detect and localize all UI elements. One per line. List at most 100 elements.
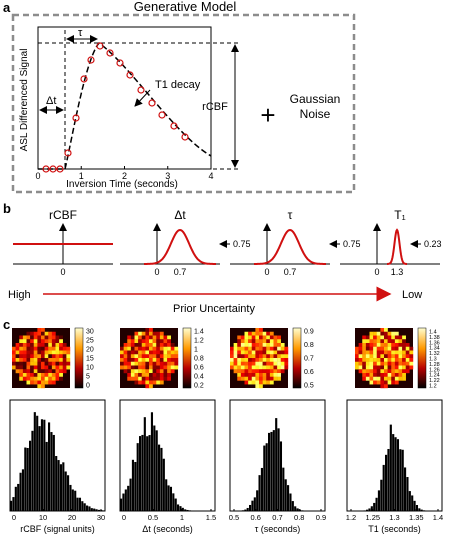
map-voxel	[22, 369, 27, 374]
map-voxel	[156, 376, 161, 381]
signal-curve	[38, 41, 212, 170]
map-voxel	[387, 376, 392, 381]
histogram-bar	[256, 490, 259, 511]
map-voxel	[391, 358, 396, 362]
map-voxel	[266, 365, 271, 370]
map-voxel	[44, 331, 49, 336]
map-voxel	[167, 358, 171, 362]
map-voxel	[230, 361, 234, 366]
map-voxel	[130, 354, 135, 359]
histogram-bar	[366, 509, 369, 511]
map-voxel	[384, 354, 388, 359]
map-voxel	[233, 354, 238, 359]
map-voxel	[394, 331, 399, 336]
map-voxel	[37, 335, 42, 340]
map-voxel	[145, 346, 150, 351]
map-voxel	[19, 373, 24, 377]
map-voxel	[376, 343, 381, 347]
map-voxel	[380, 365, 385, 370]
histogram-bar	[33, 412, 36, 511]
map-voxel	[134, 380, 139, 385]
map-voxel	[30, 361, 34, 366]
map-voxel	[159, 343, 164, 347]
map-voxel	[237, 361, 242, 366]
histogram-bar	[124, 489, 127, 511]
map-voxel	[156, 354, 161, 359]
colorbar-tick-label: 0.4	[194, 374, 204, 381]
map-voxel	[163, 350, 168, 355]
map-voxel	[398, 361, 403, 366]
map-voxel	[394, 346, 399, 351]
map-voxel	[365, 354, 370, 359]
map-voxel	[134, 373, 139, 377]
map-voxel	[41, 339, 45, 344]
hist-tick-label: 1.25	[365, 513, 380, 522]
map-voxel	[355, 346, 359, 351]
map-voxel	[149, 376, 153, 381]
histogram-bar	[64, 471, 67, 511]
map-voxel	[59, 343, 63, 347]
map-voxel	[255, 354, 260, 359]
map-voxel	[145, 335, 150, 340]
histogram-bar	[377, 490, 381, 511]
map-voxel	[26, 376, 31, 381]
map-voxel	[130, 376, 135, 381]
histogram-bar	[162, 458, 165, 511]
map-voxel	[12, 365, 16, 370]
map-voxel	[55, 343, 60, 347]
map-voxel	[362, 354, 367, 359]
map-voxel	[149, 361, 153, 366]
map-voxel	[248, 339, 252, 344]
map-voxel	[59, 335, 63, 340]
sample-point	[72, 114, 80, 122]
map-voxel	[156, 350, 161, 355]
map-voxel	[48, 369, 53, 374]
map-voxel	[141, 346, 146, 351]
map-voxel	[365, 365, 370, 370]
map-voxel	[262, 335, 267, 340]
map-voxel	[130, 365, 135, 370]
histogram-bar	[136, 443, 139, 511]
map-voxel	[156, 343, 161, 347]
map-voxel	[33, 358, 38, 362]
map-voxel	[19, 358, 24, 362]
map-voxel	[398, 354, 403, 359]
parameter-map-3: 0.9 0.8 0.7 0.6 0.5	[230, 327, 314, 390]
map-voxel	[163, 354, 168, 359]
histogram-bar	[406, 477, 409, 511]
histogram-bar	[102, 510, 105, 511]
map-voxel	[170, 365, 175, 370]
map-voxel	[402, 350, 406, 355]
histogram-bar	[294, 506, 297, 511]
map-voxel	[159, 346, 164, 351]
map-voxel	[134, 369, 139, 374]
map-voxel	[152, 335, 157, 340]
histogram-bar	[287, 485, 290, 511]
map-voxel	[15, 369, 20, 374]
histogram-bar	[389, 424, 392, 511]
histogram-bar	[291, 501, 294, 511]
map-voxel	[391, 380, 396, 385]
map-voxel	[26, 380, 31, 385]
map-voxel	[384, 373, 388, 377]
map-voxel	[284, 365, 289, 370]
map-voxel	[237, 335, 242, 340]
map-voxel	[163, 335, 168, 340]
map-voxel	[248, 331, 252, 336]
map-voxel	[248, 354, 252, 359]
histogram-2: 0 0.5 1 1.5 Δt (seconds)	[119, 399, 216, 534]
signal-samples	[42, 42, 189, 173]
map-voxel	[48, 365, 53, 370]
parameter-map-4: 1.41.381.361.341.321.31.281.261.241.221.…	[355, 327, 440, 390]
map-voxel	[145, 384, 150, 389]
map-voxel	[384, 358, 388, 362]
map-voxel	[262, 350, 267, 355]
map-voxel	[262, 358, 267, 362]
map-voxel	[26, 339, 31, 344]
map-voxel	[255, 328, 260, 332]
map-voxel	[269, 335, 274, 340]
map-voxel	[44, 335, 49, 340]
histogram-bar	[160, 447, 163, 511]
map-voxel	[402, 346, 406, 351]
map-voxel	[33, 369, 38, 374]
